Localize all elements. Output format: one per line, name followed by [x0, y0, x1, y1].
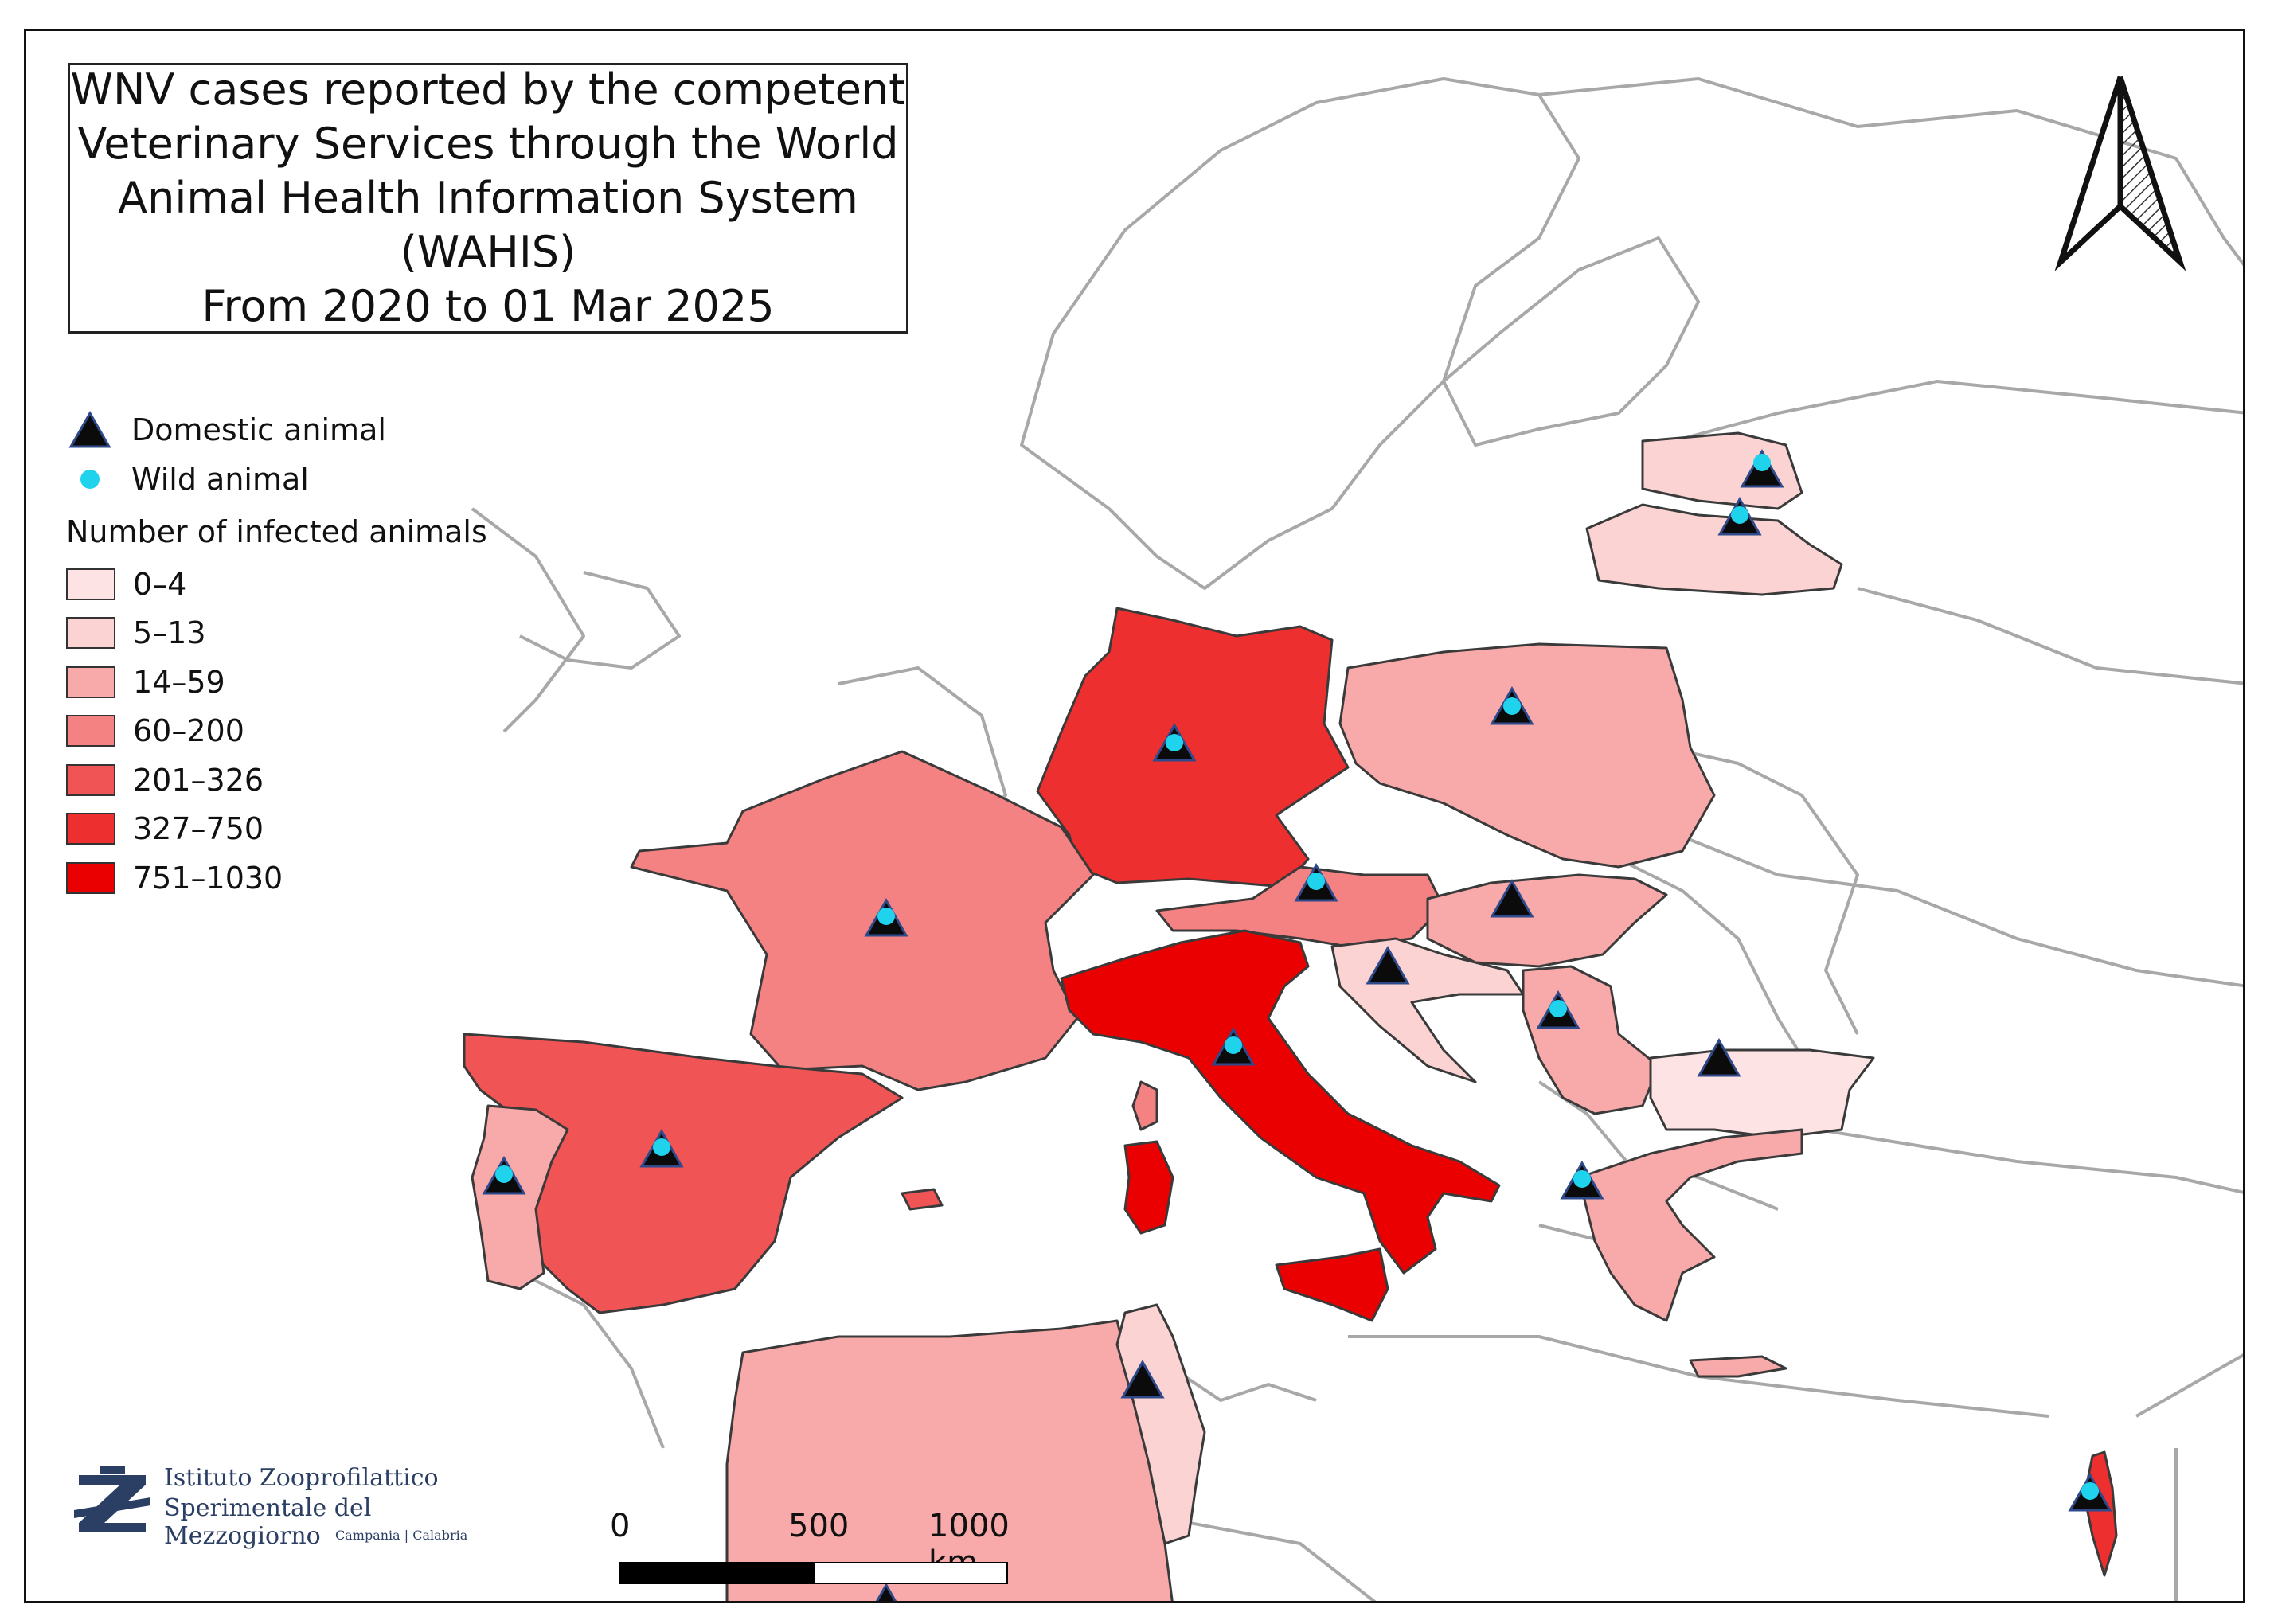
legend-class-label-3: 60–200	[133, 713, 244, 749]
scale-segment-dark	[619, 1562, 815, 1584]
domestic-marker-algeria[interactable]	[866, 1582, 906, 1603]
legend-class-label-5: 327–750	[133, 811, 264, 847]
legend-domestic: Domestic animal	[66, 405, 487, 455]
title-line-4: (WAHIS)	[400, 227, 576, 277]
domestic-marker-hungary[interactable]	[1490, 878, 1534, 918]
country-greece-crete	[1689, 1355, 1787, 1378]
domestic-marker-bulgaria[interactable]	[1697, 1037, 1741, 1077]
country-greece	[1577, 1128, 1803, 1322]
wild-marker-latvia[interactable]	[1731, 506, 1748, 524]
legend-swatch-2	[66, 666, 115, 698]
legend-swatch-5	[66, 813, 115, 845]
wild-marker-poland[interactable]	[1503, 697, 1521, 715]
map-title-box: WNV cases reported by the competent Vete…	[68, 63, 908, 334]
legend-class-label-4: 201–326	[133, 762, 264, 798]
country-hungary	[1426, 873, 1668, 968]
title-line-1: WNV cases reported by the competent	[70, 64, 906, 115]
wild-marker-estonia[interactable]	[1753, 454, 1771, 471]
wild-marker-italy[interactable]	[1225, 1036, 1242, 1054]
wild-marker-france[interactable]	[877, 908, 895, 925]
scale-label-500: 500	[788, 1508, 850, 1544]
title-line-3: Animal Health Information System	[118, 173, 858, 223]
wild-marker-spain[interactable]	[653, 1138, 670, 1156]
legend-wild: Wild animal	[66, 455, 487, 504]
wild-marker-greece[interactable]	[1573, 1170, 1591, 1188]
legend: Domestic animal Wild animal Number of in…	[66, 405, 487, 903]
legend-domestic-label: Domestic animal	[131, 412, 386, 447]
legend-class-5: 327–750	[66, 805, 487, 854]
domestic-triangle-icon	[68, 410, 111, 448]
country-france-corsica	[1131, 1080, 1158, 1131]
legend-class-label-0: 0–4	[133, 566, 187, 602]
wild-marker-israel[interactable]	[2081, 1482, 2099, 1500]
legend-swatch-0	[66, 568, 115, 600]
wild-marker-portugal[interactable]	[495, 1165, 513, 1183]
legend-class-6: 751–1030	[66, 853, 487, 903]
legend-class-label-2: 14–59	[133, 664, 225, 700]
country-latvia	[1585, 503, 1843, 596]
country-italy	[1060, 929, 1501, 1275]
institute-logo: Istituto Zooprofilattico Sperimentale de…	[72, 1456, 518, 1552]
legend-swatch-1	[66, 617, 115, 650]
logo-line-2: Sperimentale del Mezzogiorno	[164, 1494, 372, 1550]
legend-swatch-6	[66, 861, 115, 894]
wild-marker-germany[interactable]	[1166, 734, 1183, 751]
legend-class-3: 60–200	[66, 707, 487, 756]
country-italy-sicily	[1275, 1247, 1389, 1322]
iz-logo-icon	[74, 1466, 150, 1532]
country-portugal	[471, 1104, 569, 1290]
wild-marker-austria[interactable]	[1307, 873, 1325, 890]
markers	[482, 448, 2112, 1603]
country-outlines	[471, 77, 2243, 1601]
title-line-2: Veterinary Services through the World	[77, 119, 899, 169]
legend-class-2: 14–59	[66, 658, 487, 707]
scale-label-0: 0	[610, 1508, 631, 1544]
scale-bar: 0 500 1000 km	[610, 1508, 1033, 1601]
wild-circle-icon	[80, 470, 100, 489]
map-frame: WNV cases reported by the competent Vete…	[24, 29, 2245, 1603]
country-germany	[1036, 607, 1350, 888]
title-line-5: From 2020 to 01 Mar 2025	[201, 281, 775, 331]
country-estonia	[1641, 431, 1803, 510]
legend-heading: Number of infected animals	[66, 514, 487, 549]
legend-class-label-1: 5–13	[133, 615, 206, 651]
legend-wild-label: Wild animal	[131, 462, 309, 497]
country-france	[630, 750, 1095, 1091]
legend-swatch-3	[66, 715, 115, 748]
wild-marker-serbia[interactable]	[1549, 1000, 1567, 1017]
logo-line-3: Campania | Calabria	[335, 1528, 468, 1543]
country-spain-balearics	[901, 1188, 944, 1211]
country-bulgaria	[1649, 1048, 1875, 1139]
country-italy-sardinia	[1123, 1140, 1174, 1235]
choropleth-countries	[463, 431, 2118, 1601]
legend-class-0: 0–4	[66, 560, 487, 609]
country-israel	[2083, 1450, 2118, 1577]
map-canvas	[463, 77, 2243, 1603]
logo-line-1: Istituto Zooprofilattico	[164, 1464, 439, 1492]
legend-swatch-4	[66, 763, 115, 796]
legend-class-label-6: 751–1030	[133, 860, 283, 896]
country-serbia	[1522, 965, 1660, 1115]
legend-class-1: 5–13	[66, 609, 487, 658]
domestic-marker-croatia[interactable]	[1366, 945, 1410, 985]
country-poland	[1338, 642, 1716, 869]
domestic-marker-tunisia[interactable]	[1120, 1359, 1165, 1399]
legend-class-4: 201–326	[66, 755, 487, 805]
scale-segment-light	[814, 1562, 1008, 1584]
north-arrow-icon	[2054, 76, 2186, 271]
